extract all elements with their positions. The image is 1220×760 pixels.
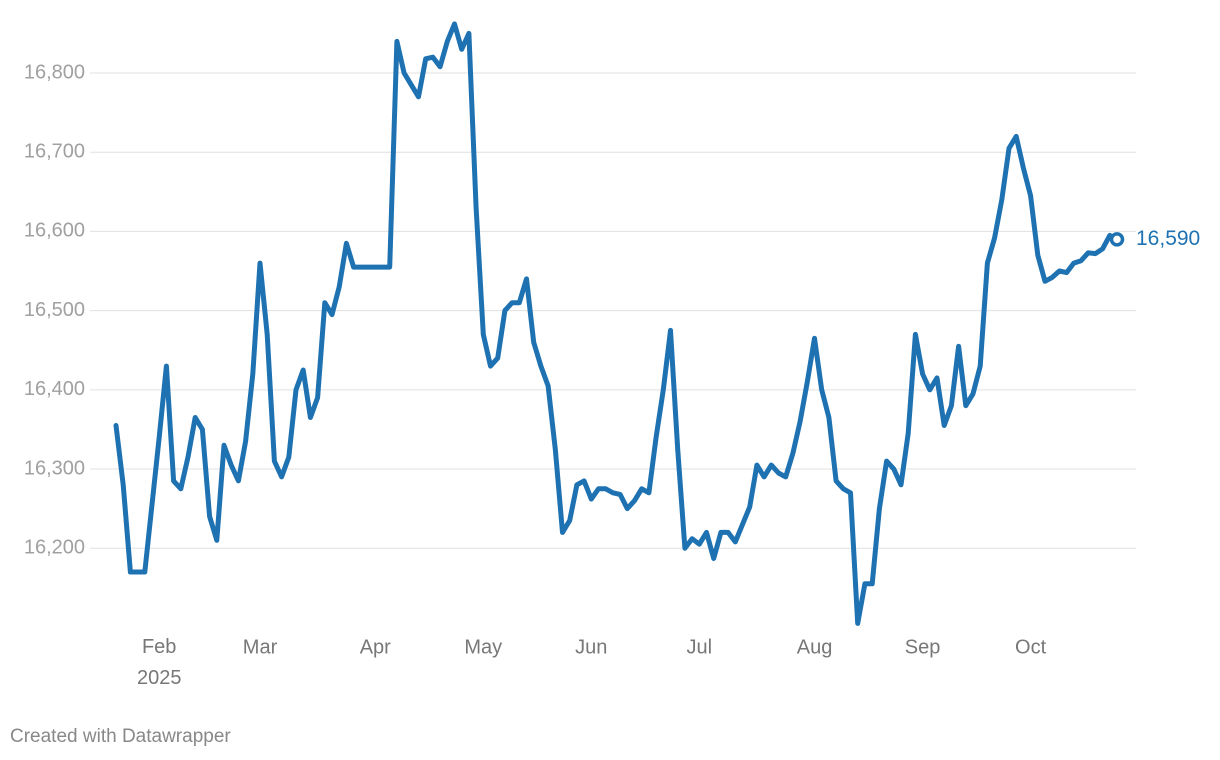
x-tick-label: May bbox=[464, 636, 502, 658]
y-tick-label: 16,700 bbox=[24, 141, 85, 163]
value-label: 16,590 bbox=[1136, 227, 1200, 250]
x-tick-label: Jul bbox=[687, 636, 713, 658]
y-tick-label: 16,500 bbox=[24, 299, 85, 321]
x-tick-label: Oct bbox=[1015, 636, 1047, 658]
x-tick-label: Jun bbox=[575, 636, 607, 658]
price-line bbox=[113, 21, 1120, 626]
x-tick-label: Mar bbox=[243, 636, 278, 658]
y-tick-label: 16,300 bbox=[24, 457, 85, 479]
y-tick-label: 16,200 bbox=[24, 536, 85, 558]
x-tick-label: Aug bbox=[797, 636, 833, 658]
x-tick-label: Apr bbox=[360, 636, 391, 658]
source-note: Created with Datawrapper bbox=[10, 726, 231, 747]
y-tick-label: 16,600 bbox=[24, 220, 85, 242]
y-tick-label: 16,400 bbox=[24, 378, 85, 400]
end-marker bbox=[1109, 232, 1125, 247]
y-tick-label: 16,800 bbox=[24, 61, 85, 83]
x-tick-label: Sep bbox=[905, 636, 941, 658]
x-tick-label: Feb 2025 bbox=[137, 636, 182, 689]
